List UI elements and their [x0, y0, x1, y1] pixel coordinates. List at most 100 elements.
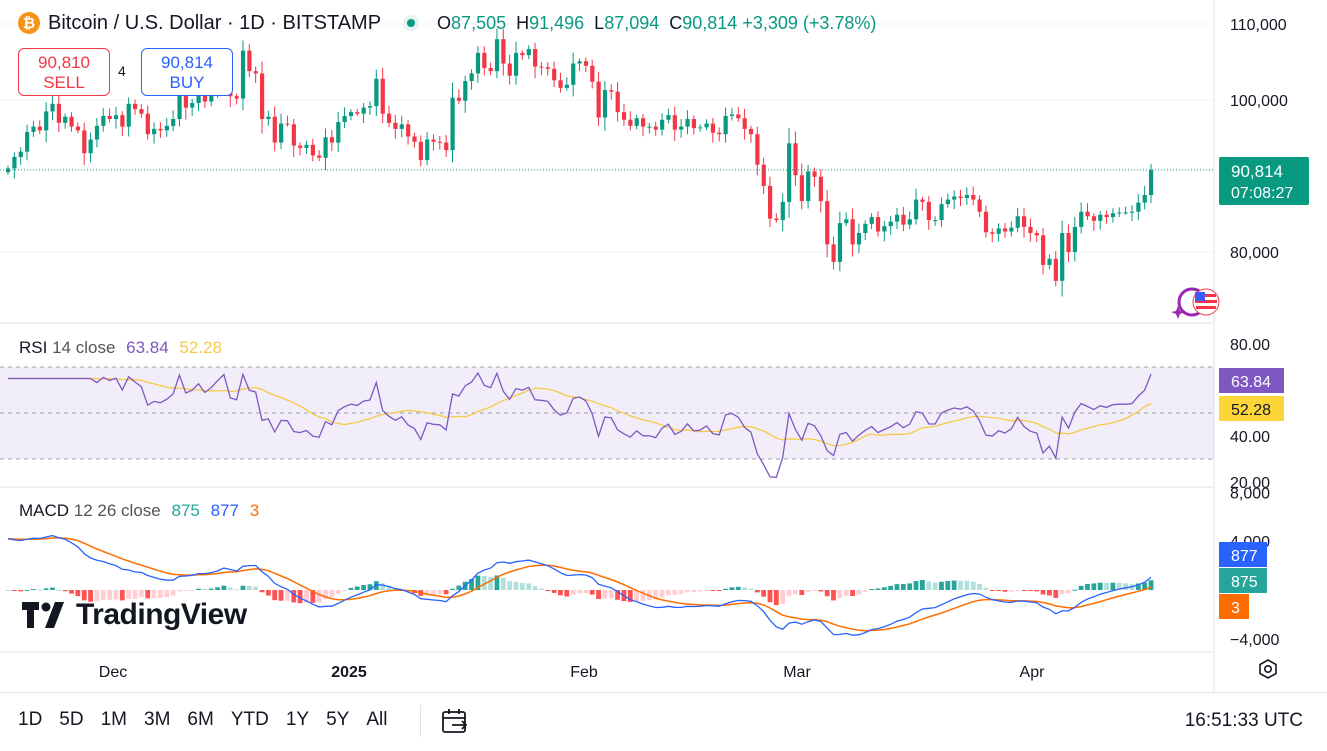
candle-body[interactable] [1129, 211, 1135, 213]
candle-body[interactable] [533, 49, 538, 67]
candle-body[interactable] [310, 144, 315, 156]
candle-body[interactable] [171, 119, 176, 126]
candle-body[interactable] [380, 78, 385, 114]
candle-body[interactable] [1002, 228, 1008, 232]
candle-body[interactable] [304, 144, 309, 148]
candle-body[interactable] [1117, 212, 1122, 214]
sell-button[interactable]: 90,810 SELL [18, 48, 110, 96]
range-button-3m[interactable]: 3M [144, 709, 171, 730]
candle-body[interactable] [698, 127, 703, 129]
candle-body[interactable] [196, 92, 201, 104]
candle-body[interactable] [679, 126, 684, 130]
candle-body[interactable] [247, 50, 252, 72]
candle-body[interactable] [1079, 211, 1084, 227]
last-price-badge[interactable] [1219, 157, 1309, 205]
candle-body[interactable] [945, 199, 950, 205]
candle-body[interactable] [209, 93, 214, 102]
settings-gear-icon[interactable] [1257, 658, 1279, 685]
candle-body[interactable] [806, 171, 811, 202]
candle-body[interactable] [895, 214, 900, 222]
candle-body[interactable] [501, 39, 506, 64]
candle-body[interactable] [190, 103, 195, 108]
candle-body[interactable] [475, 52, 481, 74]
candle-body[interactable] [837, 223, 843, 262]
candle-body[interactable] [520, 52, 525, 56]
candle-body[interactable] [907, 219, 912, 225]
candle-body[interactable] [1047, 258, 1052, 265]
candle-body[interactable] [666, 115, 671, 120]
candle-body[interactable] [285, 123, 290, 125]
candle-body[interactable] [260, 73, 265, 119]
candle-body[interactable] [615, 91, 620, 113]
candle-body[interactable] [691, 119, 696, 129]
range-button-1d[interactable]: 1D [18, 709, 43, 730]
candle-body[interactable] [253, 71, 258, 74]
candle-body[interactable] [526, 49, 531, 56]
candle-body[interactable] [139, 109, 144, 114]
candle-body[interactable] [266, 116, 271, 119]
candle-body[interactable] [1072, 226, 1077, 252]
candle-body[interactable] [621, 112, 627, 120]
candle-body[interactable] [812, 171, 817, 177]
candle-body[interactable] [875, 217, 881, 232]
candle-body[interactable] [1149, 169, 1154, 195]
range-button-6m[interactable]: 6M [187, 709, 214, 730]
candle-body[interactable] [329, 137, 335, 143]
candle-body[interactable] [971, 195, 976, 200]
candle-body[interactable] [825, 201, 830, 245]
candle-body[interactable] [152, 128, 157, 135]
candle-body[interactable] [856, 233, 862, 245]
candle-body[interactable] [44, 111, 49, 131]
candle-body[interactable] [240, 50, 246, 99]
candle-body[interactable] [1060, 233, 1065, 281]
candle-body[interactable] [1028, 226, 1033, 233]
candle-body[interactable] [660, 119, 665, 130]
candle-body[interactable] [317, 155, 322, 158]
candle-body[interactable] [831, 244, 836, 262]
candle-body[interactable] [18, 151, 23, 157]
candle-body[interactable] [507, 63, 512, 76]
candle-body[interactable] [983, 211, 989, 233]
candle-body[interactable] [469, 73, 474, 81]
candle-body[interactable] [736, 114, 741, 119]
candle-body[interactable] [1104, 214, 1109, 218]
candle-body[interactable] [653, 126, 658, 130]
candle-body[interactable] [25, 131, 30, 152]
candle-body[interactable] [488, 68, 493, 72]
candle-body[interactable] [75, 126, 81, 131]
trading-chart[interactable]: 110,000 100,000 80,000 90,814 07:08:27 80.00 4… [0, 0, 1327, 692]
candle-body[interactable] [107, 115, 112, 119]
candle-body[interactable] [1034, 233, 1039, 236]
candle-body[interactable] [710, 123, 716, 133]
candle-body[interactable] [685, 119, 690, 127]
candle-body[interactable] [355, 112, 360, 114]
candle-body[interactable] [577, 61, 582, 64]
candle-body[interactable] [361, 107, 366, 114]
candle-body[interactable] [869, 217, 874, 224]
candle-body[interactable] [634, 118, 639, 126]
candle-body[interactable] [590, 65, 595, 82]
candle-body[interactable] [463, 81, 468, 101]
candle-body[interactable] [704, 123, 709, 128]
candle-body[interactable] [780, 201, 785, 221]
candle-body[interactable] [444, 142, 449, 151]
range-button-1m[interactable]: 1M [100, 709, 127, 730]
candle-body[interactable] [482, 52, 487, 69]
candle-body[interactable] [920, 199, 925, 202]
candle-body[interactable] [964, 195, 970, 199]
candle-body[interactable] [101, 115, 106, 126]
candle-body[interactable] [552, 68, 557, 81]
buy-button[interactable]: 90,814 BUY [141, 48, 233, 96]
candle-body[interactable] [145, 113, 150, 135]
candle-body[interactable] [1085, 211, 1090, 217]
candle-body[interactable] [723, 115, 728, 135]
candle-body[interactable] [564, 84, 569, 88]
macd-legend[interactable]: MACD 12 26 close 875 877 3 [19, 501, 260, 520]
candle-body[interactable] [279, 123, 284, 143]
candle-body[interactable] [133, 103, 138, 110]
candle-body[interactable] [996, 228, 1001, 234]
candle-body[interactable] [437, 141, 442, 143]
candle-body[interactable] [291, 124, 296, 146]
us-flag-icon[interactable] [1168, 285, 1220, 326]
candle-body[interactable] [977, 199, 982, 212]
